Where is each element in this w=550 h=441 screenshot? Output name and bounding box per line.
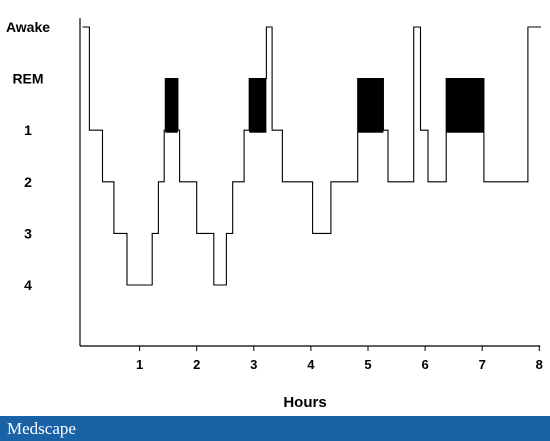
y-tick-label-awake: Awake — [6, 19, 50, 35]
x-tick-label-8: 8 — [536, 357, 543, 372]
hypnogram-chart: 1 2 3 4 5 6 7 8 Awake REM 1 2 3 4 Hours — [6, 18, 543, 411]
rem-block-4 — [446, 78, 484, 133]
y-tick-label-3: 3 — [24, 225, 32, 241]
y-tick-label-4: 4 — [24, 277, 32, 293]
medscape-logo[interactable]: Medscape — [7, 419, 76, 438]
rem-block-1 — [165, 78, 178, 133]
y-tick-label-2: 2 — [24, 174, 32, 190]
x-tick-label-6: 6 — [421, 357, 428, 372]
x-tick-label-3: 3 — [250, 357, 257, 372]
y-tick-label-1: 1 — [24, 122, 32, 138]
x-tick-label-2: 2 — [193, 357, 200, 372]
x-tick-label-1: 1 — [136, 357, 143, 372]
sleep-stage-trace — [82, 26, 541, 286]
footer-bar: Medscape — [0, 416, 550, 441]
x-axis-title: Hours — [283, 394, 326, 411]
x-tick-label-7: 7 — [479, 357, 486, 372]
rem-block-3 — [357, 78, 384, 133]
y-tick-label-rem: REM — [12, 71, 43, 87]
rem-block-2 — [249, 78, 267, 133]
x-tick-label-5: 5 — [364, 357, 371, 372]
x-tick-label-4: 4 — [307, 357, 315, 372]
